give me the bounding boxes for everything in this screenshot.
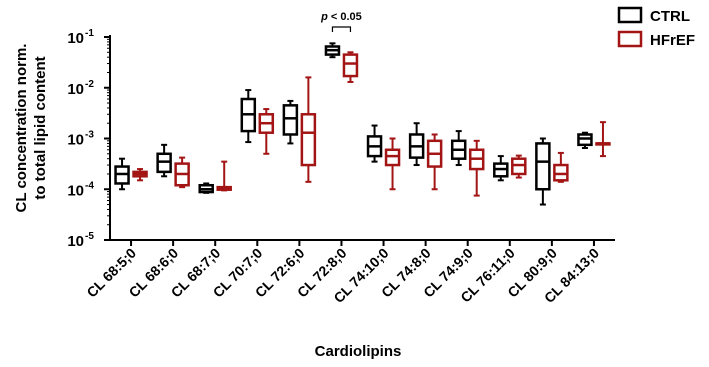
legend-label-ctrl: CTRL xyxy=(650,8,690,25)
box-hfref-4 xyxy=(258,108,275,155)
y-tick-label: 10 xyxy=(67,233,84,250)
y-tick-exponent: -4 xyxy=(85,180,94,191)
box-hfref-10 xyxy=(511,154,527,179)
p-threshold: < 0.05 xyxy=(328,11,362,23)
box-ctrl-12 xyxy=(577,131,593,149)
box-ctrl-5 xyxy=(282,99,299,145)
legend: CTRL HFrEF xyxy=(617,6,695,49)
box-hfref-8 xyxy=(426,133,443,191)
box-iqr xyxy=(300,113,317,167)
box-hfref-12 xyxy=(595,121,611,158)
significance-annotation: p < 0.05 xyxy=(320,11,362,32)
box-hfref-3 xyxy=(216,160,232,192)
box-ctrl-7 xyxy=(366,124,383,163)
box-iqr xyxy=(535,142,551,191)
box-ctrl-1 xyxy=(114,157,130,191)
legend-swatch-hfref xyxy=(617,30,643,48)
plot-area xyxy=(114,42,611,206)
box-iqr xyxy=(511,157,527,176)
box-ctrl-11 xyxy=(535,137,551,206)
box-ctrl-10 xyxy=(493,155,509,182)
box-ctrl-9 xyxy=(450,130,467,167)
box-hfref-6 xyxy=(342,51,359,83)
y-axis-label-line2: to total lipid content xyxy=(32,56,49,199)
box-hfref-7 xyxy=(384,137,401,191)
box-hfref-5 xyxy=(300,76,317,183)
y-tick-exponent: -2 xyxy=(85,79,94,90)
box-ctrl-6 xyxy=(324,42,341,59)
box-hfref-11 xyxy=(553,151,569,183)
y-tick-exponent: -5 xyxy=(85,231,94,242)
box-hfref-2 xyxy=(174,156,190,189)
box-iqr xyxy=(342,53,359,78)
y-tick-label: 10 xyxy=(67,81,84,98)
y-tick-label: 10 xyxy=(67,30,84,47)
y-tick-label: 10 xyxy=(67,132,84,149)
p-value-label: p < 0.05 xyxy=(320,11,362,23)
box-hfref-1 xyxy=(132,168,148,182)
box-ctrl-2 xyxy=(156,143,172,178)
legend-label-hfref: HFrEF xyxy=(650,32,695,49)
x-axis: CL 68:5;0CL 68:6;0CL 68:7;0CL 70:7;0CL 7… xyxy=(83,239,615,306)
y-axis-label-line1: CL concentration norm. xyxy=(13,44,30,213)
y-tick-exponent: -3 xyxy=(85,130,94,141)
box-iqr xyxy=(553,163,569,182)
x-axis-label: Cardiolipins xyxy=(315,343,402,360)
y-tick-label: 10 xyxy=(67,182,84,199)
box-iqr xyxy=(384,148,401,167)
y-axis: 10-110-210-310-410-5 xyxy=(67,28,111,250)
box-iqr xyxy=(282,104,299,136)
box-ctrl-4 xyxy=(240,89,257,144)
y-tick-exponent: -1 xyxy=(85,28,94,39)
significance-bracket xyxy=(331,26,352,32)
box-hfref-9 xyxy=(468,139,485,197)
box-ctrl-8 xyxy=(408,122,425,167)
p-symbol: p xyxy=(320,11,328,23)
legend-swatch-ctrl xyxy=(617,6,643,24)
box-ctrl-3 xyxy=(198,182,214,194)
